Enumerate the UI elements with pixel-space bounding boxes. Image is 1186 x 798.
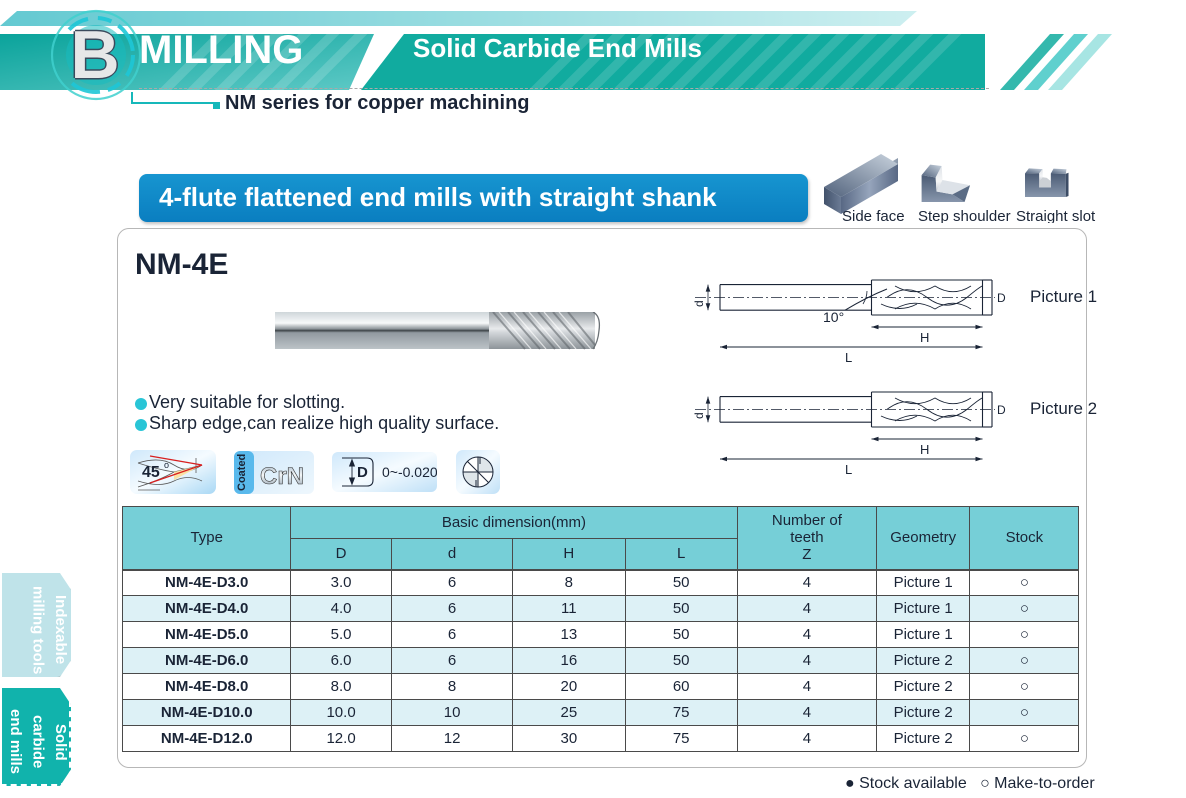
svg-text:o: o: [164, 460, 169, 470]
svg-text:D: D: [997, 403, 1006, 417]
svg-text:d: d: [692, 412, 706, 419]
svg-text:0~-0.020: 0~-0.020: [382, 464, 437, 480]
svg-text:CrN: CrN: [260, 463, 304, 490]
svg-text:Straight slot: Straight slot: [1016, 208, 1096, 223]
svg-text:Coated: Coated: [236, 454, 248, 491]
svg-text:Picture 2: Picture 2: [1030, 399, 1097, 418]
svg-text:Step shoulder: Step shoulder: [918, 208, 1011, 223]
svg-text:10°: 10°: [823, 309, 844, 325]
svg-text:45: 45: [142, 464, 160, 481]
svg-text:Side face: Side face: [842, 208, 905, 223]
svg-text:D: D: [357, 464, 368, 481]
svg-text:D: D: [997, 291, 1006, 305]
svg-text:Picture 1: Picture 1: [1030, 287, 1097, 306]
svg-text:d: d: [692, 300, 706, 307]
